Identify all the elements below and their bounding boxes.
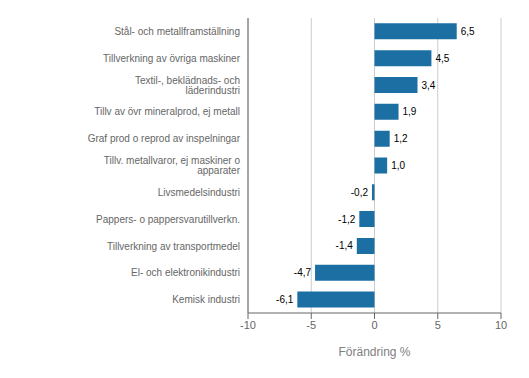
svg-text:Pappers- o pappersvarutillverk: Pappers- o pappersvarutillverkn. [96, 214, 240, 225]
svg-text:Kemisk industri: Kemisk industri [172, 294, 240, 305]
svg-text:0: 0 [371, 319, 377, 331]
svg-text:-4,7: -4,7 [294, 267, 312, 278]
svg-text:Graf prod o reprod av inspelni: Graf prod o reprod av inspelningar [88, 133, 241, 144]
svg-text:1,2: 1,2 [394, 133, 408, 144]
svg-text:5: 5 [435, 319, 441, 331]
svg-text:6,5: 6,5 [461, 26, 475, 37]
svg-text:1,0: 1,0 [391, 160, 405, 171]
svg-text:-5: -5 [306, 319, 316, 331]
svg-text:Tillv av övr mineralprod, ej m: Tillv av övr mineralprod, ej metall [94, 106, 240, 117]
svg-text:4,5: 4,5 [435, 53, 449, 64]
svg-text:10: 10 [495, 319, 507, 331]
svg-text:Tillverkning av transportmedel: Tillverkning av transportmedel [107, 241, 240, 252]
svg-text:Stål- och metallframställning: Stål- och metallframställning [114, 26, 240, 37]
svg-text:-6,1: -6,1 [276, 294, 294, 305]
svg-text:Tillverkning av övriga maskine: Tillverkning av övriga maskiner [103, 53, 241, 64]
svg-text:1,9: 1,9 [403, 106, 417, 117]
svg-text:Förändring %: Förändring % [338, 345, 410, 359]
svg-text:-0,2: -0,2 [351, 187, 369, 198]
svg-text:-1,4: -1,4 [336, 240, 354, 251]
svg-text:3,4: 3,4 [422, 80, 436, 91]
svg-text:-1,2: -1,2 [338, 214, 356, 225]
svg-text:Tillv. metallvaror, ej maskine: Tillv. metallvaror, ej maskiner oapparat… [104, 155, 241, 176]
svg-text:Textil-, beklädnads- ochläderi: Textil-, beklädnads- ochläderindustri [135, 75, 240, 96]
svg-text:El- och elektronikindustri: El- och elektronikindustri [131, 267, 240, 278]
svg-text:-10: -10 [240, 319, 256, 331]
svg-text:Livsmedelsindustri: Livsmedelsindustri [158, 187, 240, 198]
